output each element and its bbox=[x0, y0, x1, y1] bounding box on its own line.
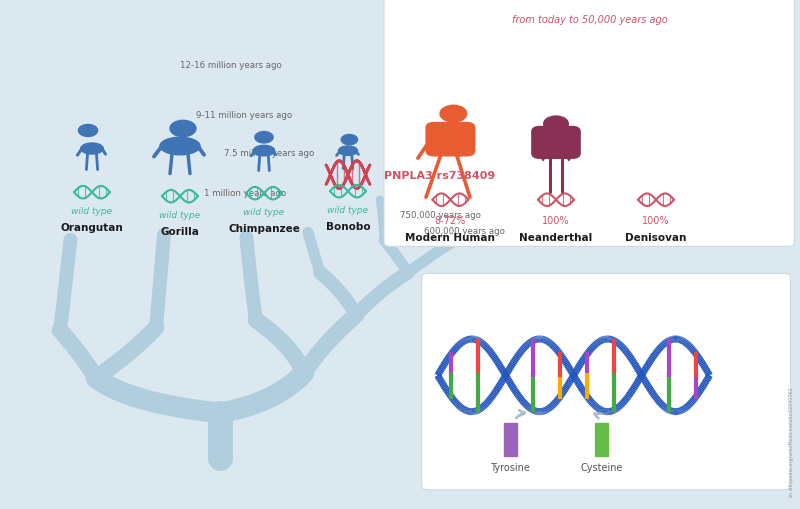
Bar bbox=[504, 423, 517, 456]
Text: wild type: wild type bbox=[159, 211, 201, 220]
Circle shape bbox=[170, 121, 196, 137]
Text: 750,000 years ago: 750,000 years ago bbox=[400, 211, 481, 220]
Text: 1 million years ago: 1 million years ago bbox=[204, 188, 286, 197]
Circle shape bbox=[78, 125, 98, 137]
Circle shape bbox=[544, 117, 568, 132]
Text: 8-72%: 8-72% bbox=[434, 215, 466, 225]
Text: Bonobo: Bonobo bbox=[326, 222, 370, 232]
Circle shape bbox=[255, 132, 273, 144]
Text: Modern Human: Modern Human bbox=[406, 233, 495, 243]
Ellipse shape bbox=[338, 147, 358, 156]
Circle shape bbox=[341, 135, 358, 146]
Text: Chimpanzee: Chimpanzee bbox=[228, 224, 300, 234]
Text: en.wikipedia.org/wiki/Medicinelabo32040062: en.wikipedia.org/wiki/Medicinelabo320400… bbox=[789, 385, 794, 496]
Text: 100%: 100% bbox=[542, 215, 570, 225]
FancyBboxPatch shape bbox=[384, 0, 794, 247]
Ellipse shape bbox=[254, 146, 274, 156]
Text: PNPLA3 rs738409: PNPLA3 rs738409 bbox=[384, 171, 495, 180]
Text: from today to 50,000 years ago: from today to 50,000 years ago bbox=[512, 15, 667, 24]
Ellipse shape bbox=[160, 138, 200, 155]
Text: 9-11 million years ago: 9-11 million years ago bbox=[196, 110, 292, 120]
Text: 12-16 million years ago: 12-16 million years ago bbox=[180, 61, 282, 70]
Text: Gorilla: Gorilla bbox=[161, 227, 199, 237]
FancyBboxPatch shape bbox=[422, 274, 790, 490]
Text: Orangutan: Orangutan bbox=[61, 223, 123, 233]
FancyBboxPatch shape bbox=[532, 127, 580, 159]
Ellipse shape bbox=[81, 144, 103, 155]
Text: 600,000 years ago: 600,000 years ago bbox=[424, 227, 505, 236]
Circle shape bbox=[440, 106, 466, 123]
Text: Neanderthal: Neanderthal bbox=[519, 233, 593, 243]
FancyBboxPatch shape bbox=[426, 123, 474, 156]
Text: 100%: 100% bbox=[642, 215, 670, 225]
Text: wild type: wild type bbox=[243, 208, 285, 217]
Text: Cysteine: Cysteine bbox=[580, 462, 623, 472]
Text: Denisovan: Denisovan bbox=[626, 233, 686, 243]
Bar bbox=[595, 423, 608, 456]
Text: wild type: wild type bbox=[71, 207, 113, 216]
Text: Tyrosine: Tyrosine bbox=[490, 462, 530, 472]
Text: wild type: wild type bbox=[327, 206, 369, 215]
Text: 7.5 million years ago: 7.5 million years ago bbox=[224, 148, 314, 157]
